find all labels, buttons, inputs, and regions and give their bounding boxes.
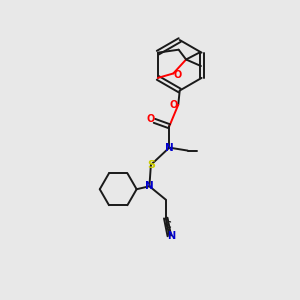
Text: S: S [147, 160, 155, 170]
Text: N: N [145, 181, 154, 191]
Text: N: N [165, 142, 174, 153]
Text: O: O [146, 114, 154, 124]
Text: C: C [164, 221, 171, 230]
Text: O: O [173, 70, 181, 80]
Text: O: O [169, 100, 177, 110]
Text: N: N [167, 231, 175, 241]
